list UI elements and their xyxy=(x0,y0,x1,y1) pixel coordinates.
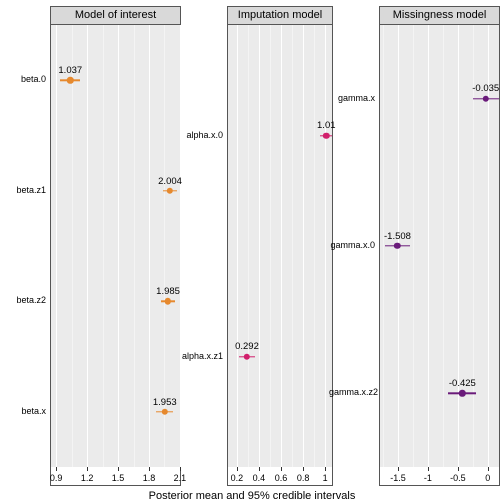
tick-mark xyxy=(118,467,119,471)
panel-header: Imputation model xyxy=(228,7,332,25)
grid-minor xyxy=(292,25,293,467)
x-tick-label: 0.2 xyxy=(231,473,244,483)
grid-major xyxy=(259,25,260,467)
grid-minor xyxy=(72,25,73,467)
point-estimate xyxy=(459,390,465,396)
y-category-label: beta.x xyxy=(0,406,46,416)
x-tick-label: 1.5 xyxy=(112,473,125,483)
grid-major xyxy=(281,25,282,467)
y-category-label: alpha.x.z1 xyxy=(177,351,223,361)
plot-area: 0.20.40.60.811.010.292 xyxy=(228,25,332,467)
tick-mark xyxy=(149,467,150,471)
grid-major xyxy=(149,25,150,467)
tick-mark xyxy=(56,467,57,471)
tick-mark xyxy=(488,467,489,471)
y-category-label: gamma.x.z2 xyxy=(329,387,375,397)
tick-mark xyxy=(458,467,459,471)
x-tick-label: -1 xyxy=(424,473,432,483)
grid-major xyxy=(237,25,238,467)
x-tick-label: 1.8 xyxy=(143,473,156,483)
grid-major xyxy=(325,25,326,467)
value-label: 1.037 xyxy=(58,65,82,76)
point-estimate xyxy=(394,243,400,249)
value-label: -0.035 xyxy=(472,83,499,94)
value-label: 2.004 xyxy=(158,176,182,187)
plot-area: 0.91.21.51.82.11.0372.0041.9851.953 xyxy=(51,25,180,467)
value-label: -0.425 xyxy=(449,378,476,389)
x-tick-label: 2.1 xyxy=(174,473,187,483)
value-label: 1.01 xyxy=(317,120,336,131)
value-label: -1.508 xyxy=(384,231,411,242)
y-category-label: beta.z1 xyxy=(0,185,46,195)
panel-imputation-model: Imputation model0.20.40.60.811.010.292 xyxy=(227,6,333,486)
x-tick-label: 0.8 xyxy=(297,473,310,483)
tick-mark xyxy=(259,467,260,471)
x-tick-label: 0.6 xyxy=(275,473,288,483)
x-tick-label: 0.9 xyxy=(50,473,63,483)
y-category-label: gamma.x xyxy=(329,93,375,103)
tick-mark xyxy=(281,467,282,471)
point-estimate xyxy=(244,353,250,359)
grid-major xyxy=(303,25,304,467)
tick-mark xyxy=(87,467,88,471)
grid-minor xyxy=(314,25,315,467)
point-estimate xyxy=(323,132,329,138)
grid-major xyxy=(56,25,57,467)
x-tick-label: -0.5 xyxy=(450,473,466,483)
grid-minor xyxy=(103,25,104,467)
value-label: 1.953 xyxy=(153,397,177,408)
tick-mark xyxy=(180,467,181,471)
tick-mark xyxy=(428,467,429,471)
y-category-label: beta.0 xyxy=(0,74,46,84)
grid-major xyxy=(458,25,459,467)
value-label: 1.985 xyxy=(156,286,180,297)
point-estimate xyxy=(162,409,168,415)
value-label: 0.292 xyxy=(235,341,259,352)
x-tick-label: 0 xyxy=(485,473,490,483)
grid-major xyxy=(428,25,429,467)
x-tick-label: -1.5 xyxy=(390,473,406,483)
grid-minor xyxy=(443,25,444,467)
y-category-label: beta.z2 xyxy=(0,295,46,305)
panel-header: Model of interest xyxy=(51,7,180,25)
y-category-label: gamma.x.0 xyxy=(329,240,375,250)
x-tick-label: 1 xyxy=(323,473,328,483)
grid-minor xyxy=(270,25,271,467)
y-category-label: alpha.x.0 xyxy=(177,130,223,140)
x-axis-label: Posterior mean and 95% credible interval… xyxy=(0,490,504,502)
figure: Model of interest 0.9 1.2 1.5 1.8 2.1 1.037 2.0… xyxy=(0,0,504,504)
tick-mark xyxy=(325,467,326,471)
grid-major xyxy=(180,25,181,467)
tick-mark xyxy=(237,467,238,471)
panel-model-of-interest: Model of interest0.91.21.51.82.11.0372.0… xyxy=(50,6,181,486)
grid-major xyxy=(118,25,119,467)
grid-minor xyxy=(413,25,414,467)
tick-mark xyxy=(398,467,399,471)
x-tick-label: 1.2 xyxy=(81,473,94,483)
grid-minor xyxy=(248,25,249,467)
point-estimate xyxy=(165,298,171,304)
grid-major xyxy=(87,25,88,467)
grid-minor xyxy=(134,25,135,467)
panel-missingness-model: Missingness model -1.5 -1 -0.5 0 -0.035 -1.508… xyxy=(379,6,500,486)
plot-area: -1.5-1-0.50-0.035-1.508-0.425 xyxy=(380,25,499,467)
x-tick-label: 0.4 xyxy=(253,473,266,483)
panel-header: Missingness model xyxy=(380,7,499,25)
point-estimate xyxy=(167,188,173,194)
tick-mark xyxy=(303,467,304,471)
